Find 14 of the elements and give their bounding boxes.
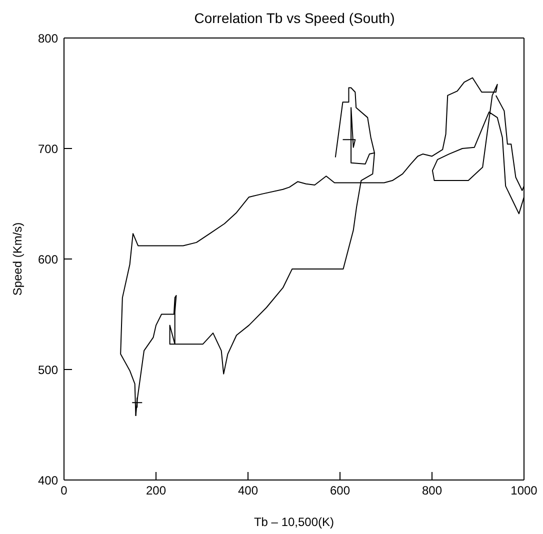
y-tick-label: 800 [38,31,58,46]
x-tick-label: 800 [422,484,442,498]
x-tick-label: 600 [330,484,350,498]
x-tick-label: 1000 [510,484,538,498]
y-tick-label: 600 [38,252,58,266]
x-tick-label: 0 [60,484,68,498]
x-tick-label: 400 [238,484,258,498]
x-tick-label: 200 [146,484,166,498]
y-tick-label: 700 [38,142,58,156]
y-tick-label: 500 [38,362,58,377]
y-axis-title: Speed (Km/s) [11,222,26,296]
y-tick-label: 400 [38,473,58,488]
x-axis-title: Tb – 10,500(K) [254,515,334,529]
chart-title: Correlation Tb vs Speed (South) [193,10,396,26]
